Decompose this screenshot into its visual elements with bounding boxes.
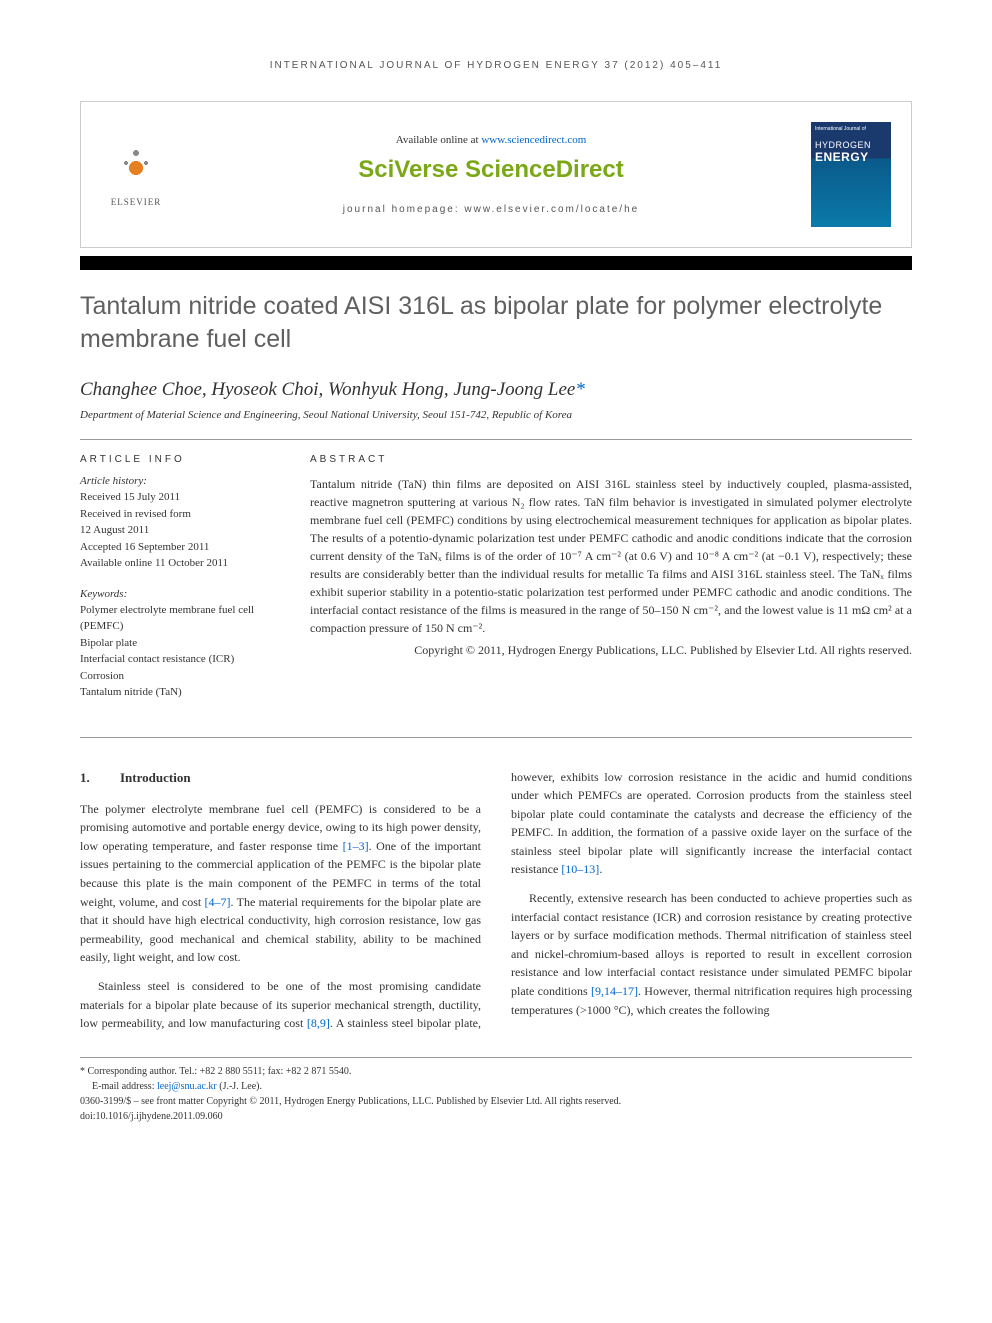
cover-line1: International Journal of — [815, 126, 887, 132]
sciverse-brand: SciVerse ScienceDirect — [171, 156, 811, 184]
history-line: Received 15 July 2011 — [80, 489, 280, 506]
keyword: Corrosion — [80, 668, 280, 685]
keywords-label: Keywords: — [80, 588, 280, 600]
journal-homepage-line: journal homepage: www.elsevier.com/locat… — [171, 204, 811, 215]
keyword: Bipolar plate — [80, 635, 280, 652]
elsevier-tree-icon — [111, 143, 161, 193]
citation-link[interactable]: [8,9] — [307, 1016, 330, 1030]
authors-line: Changhee Choe, Hyoseok Choi, Wonhyuk Hon… — [80, 379, 912, 401]
corresponding-author-note: * Corresponding author. Tel.: +82 2 880 … — [80, 1064, 912, 1079]
keyword: Tantalum nitride (TaN) — [80, 684, 280, 701]
cover-line3: ENERGY — [815, 150, 887, 164]
abstract-copyright: Copyright © 2011, Hydrogen Energy Public… — [310, 641, 912, 659]
article-history-block: Article history: Received 15 July 2011 R… — [80, 475, 280, 572]
doi-line: doi:10.1016/j.ijhydene.2011.09.060 — [80, 1109, 912, 1124]
history-line: 12 August 2011 — [80, 522, 280, 539]
footnotes: * Corresponding author. Tel.: +82 2 880 … — [80, 1057, 912, 1124]
article-info-heading: ARTICLE INFO — [80, 454, 280, 465]
abstract-column: ABSTRACT Tantalum nitride (TaN) thin fil… — [310, 454, 912, 717]
divider-top — [80, 439, 912, 440]
email-who: (J.-J. Lee). — [217, 1081, 262, 1092]
issn-line: 0360-3199/$ – see front matter Copyright… — [80, 1094, 912, 1109]
affiliation: Department of Material Science and Engin… — [80, 409, 912, 421]
history-line: Received in revised form — [80, 506, 280, 523]
abstract-text: Tantalum nitride (TaN) thin films are de… — [310, 475, 912, 637]
email-label: E-mail address: — [92, 1081, 157, 1092]
cover-line2: HYDROGEN — [815, 140, 887, 150]
header-center: Available online at www.sciencedirect.co… — [171, 134, 811, 215]
journal-header-box: ELSEVIER Available online at www.science… — [80, 101, 912, 248]
keyword: Polymer electrolyte membrane fuel cell (… — [80, 602, 280, 635]
body-text: Recently, extensive research has been co… — [511, 891, 912, 998]
elsevier-logo: ELSEVIER — [101, 135, 171, 215]
history-line: Accepted 16 September 2011 — [80, 539, 280, 556]
body-paragraph: The polymer electrolyte membrane fuel ce… — [80, 800, 481, 967]
section-number: 1. — [80, 768, 120, 788]
article-title: Tantalum nitride coated AISI 316L as bip… — [80, 290, 912, 355]
citation-link[interactable]: [9,14–17] — [591, 984, 638, 998]
sciencedirect-link[interactable]: www.sciencedirect.com — [481, 134, 586, 146]
history-label: Article history: — [80, 475, 280, 487]
available-online-line: Available online at www.sciencedirect.co… — [171, 134, 811, 146]
email-line: E-mail address: leej@snu.ac.kr (J.-J. Le… — [80, 1079, 912, 1094]
corresponding-mark[interactable]: * — [575, 379, 585, 400]
body-paragraph: Recently, extensive research has been co… — [511, 889, 912, 1019]
body-two-column: 1.Introduction The polymer electrolyte m… — [80, 768, 912, 1033]
citation-link[interactable]: [10–13] — [561, 862, 599, 876]
info-abstract-row: ARTICLE INFO Article history: Received 1… — [80, 454, 912, 717]
keyword: Interfacial contact resistance (ICR) — [80, 651, 280, 668]
citation-link[interactable]: [1–3] — [343, 839, 369, 853]
keywords-block: Keywords: Polymer electrolyte membrane f… — [80, 588, 280, 701]
black-separator-bar — [80, 256, 912, 270]
available-text: Available online at — [396, 134, 482, 146]
body-text: . — [599, 862, 602, 876]
divider-bottom — [80, 737, 912, 738]
abstract-heading: ABSTRACT — [310, 454, 912, 465]
history-line: Available online 11 October 2011 — [80, 555, 280, 572]
section-heading: 1.Introduction — [80, 768, 481, 788]
authors-names: Changhee Choe, Hyoseok Choi, Wonhyuk Hon… — [80, 379, 575, 400]
citation-link[interactable]: [4–7] — [205, 895, 231, 909]
journal-cover-thumbnail: International Journal of HYDROGEN ENERGY — [811, 122, 891, 227]
publisher-name: ELSEVIER — [111, 197, 162, 207]
section-title: Introduction — [120, 770, 191, 785]
running-header: INTERNATIONAL JOURNAL OF HYDROGEN ENERGY… — [80, 60, 912, 71]
email-link[interactable]: leej@snu.ac.kr — [157, 1081, 217, 1092]
article-info-column: ARTICLE INFO Article history: Received 1… — [80, 454, 280, 717]
